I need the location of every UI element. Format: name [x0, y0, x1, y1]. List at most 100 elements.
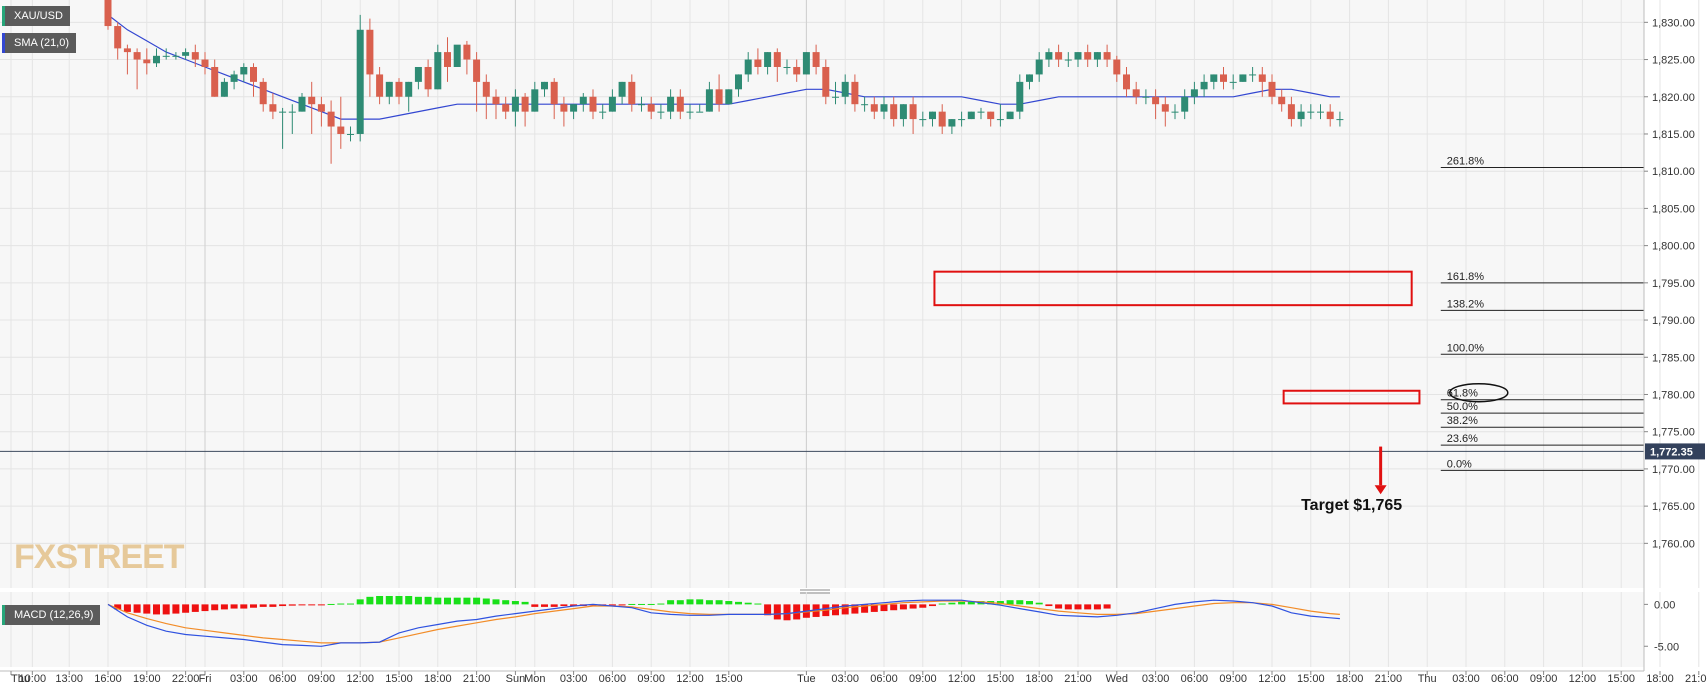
candle-bearish: [938, 111, 946, 127]
time-axis-label: 15:00: [1607, 673, 1635, 685]
candle-bullish: [1210, 74, 1218, 82]
time-axis-label: 18:00: [1336, 673, 1364, 685]
candle-bullish: [696, 111, 704, 113]
macd-histogram-bar-positive: [705, 600, 713, 605]
time-axis-label: 16:00: [94, 673, 122, 685]
macd-histogram-bar-negative: [172, 604, 180, 614]
macd-histogram-bar-positive: [676, 600, 684, 605]
candle-bearish: [890, 104, 898, 120]
macd-histogram-bar-negative: [191, 604, 199, 612]
fibonacci-level-label: 261.8%: [1447, 155, 1485, 167]
candle-bearish: [870, 104, 878, 112]
candle-bearish: [754, 59, 762, 67]
candle-bearish: [1287, 104, 1295, 120]
candle-bearish: [909, 104, 917, 120]
macd-histogram-bar-negative: [279, 604, 287, 607]
candle-bullish: [783, 66, 791, 68]
macd-histogram-bar-negative: [317, 604, 325, 606]
candle-bearish: [473, 59, 481, 82]
macd-histogram-bar-positive: [958, 601, 966, 605]
current-price-badge-bg: [1645, 443, 1705, 460]
macd-histogram-bar-negative: [298, 604, 306, 606]
candle-bullish: [608, 96, 616, 112]
candle-bullish: [1336, 119, 1344, 121]
candle-bullish: [948, 119, 956, 127]
candle-bullish: [1016, 81, 1024, 112]
candle-bearish: [1055, 52, 1063, 60]
macd-histogram-bar-positive: [657, 603, 665, 605]
macd-histogram-bar-negative: [899, 604, 907, 610]
macd-histogram-bar-negative: [618, 604, 626, 606]
fibonacci-level-label: 138.2%: [1447, 298, 1485, 310]
candle-bearish: [1084, 52, 1092, 60]
macd-histogram-bar-negative: [1045, 604, 1053, 607]
candle-bullish: [832, 96, 839, 98]
candle-bullish: [1317, 111, 1324, 113]
candle-bullish: [1239, 74, 1247, 82]
candle-bullish: [929, 111, 936, 120]
candle-bearish: [143, 59, 151, 64]
candle-bullish: [958, 119, 966, 121]
candle-bullish: [172, 55, 180, 57]
sma-tag: SMA (21,0): [2, 33, 77, 53]
macd-histogram-bar-negative: [308, 604, 316, 606]
candle-bearish: [851, 81, 859, 105]
candle-bullish: [1074, 52, 1082, 60]
candle-bearish: [1152, 96, 1160, 105]
price-axis-label: 1,800.00: [1652, 241, 1695, 253]
candle-bullish: [725, 89, 733, 105]
candle-bullish: [531, 89, 539, 112]
candle-bullish: [1035, 59, 1043, 75]
candle-bullish: [1190, 89, 1198, 97]
time-axis-label: Thu: [1418, 673, 1437, 685]
macd-histogram-bar-negative: [880, 604, 888, 612]
candle-bullish: [1171, 111, 1179, 113]
candle-bullish: [880, 104, 888, 112]
macd-histogram-bar-positive: [744, 602, 752, 605]
macd-histogram-bar-negative: [861, 604, 869, 613]
time-axis-label: 10:00: [19, 673, 47, 685]
price-axis-label: 1,785.00: [1652, 352, 1695, 364]
time-axis-label: 06:00: [870, 673, 898, 685]
price-axis-label: 1,825.00: [1652, 55, 1695, 67]
time-axis-label: 22:00: [172, 673, 200, 685]
time-axis-label: 18:00: [1646, 673, 1674, 685]
price-axis-label: 1,810.00: [1652, 166, 1695, 178]
macd-histogram-bar-negative: [123, 604, 131, 612]
time-axis-label: 09:00: [1530, 673, 1558, 685]
candle-bearish: [317, 104, 325, 112]
time-axis-label: Mon: [524, 673, 545, 685]
candle-bullish: [511, 96, 519, 112]
candle-bullish: [1026, 74, 1033, 82]
time-axis-label: 03:00: [230, 673, 258, 685]
candle-bearish: [1103, 52, 1111, 60]
time-axis-label: 12:00: [676, 673, 704, 685]
target-label: Target $1,765: [1301, 497, 1402, 514]
fibonacci-level-label: 61.8%: [1447, 388, 1478, 400]
time-axis-label: 06:00: [1181, 673, 1209, 685]
candle-bearish: [444, 52, 451, 67]
time-axis-label: 13:00: [55, 673, 83, 685]
candle-bearish: [482, 81, 490, 97]
current-price-badge: 1,772.35: [1645, 443, 1705, 460]
candle-bullish: [686, 111, 694, 113]
macd-histogram-bar-negative: [230, 604, 238, 609]
candle-bearish: [521, 96, 529, 112]
time-axis-label: 18:00: [424, 673, 452, 685]
candle-bullish: [220, 81, 228, 97]
macd-histogram-bar-positive: [1035, 602, 1043, 605]
candle-bearish: [133, 52, 141, 60]
candle-bearish: [376, 74, 384, 97]
time-axis-label: 21:00: [1375, 673, 1403, 685]
candle-bearish: [1278, 96, 1286, 105]
macd-histogram-bar-negative: [1093, 604, 1101, 610]
macd-histogram-bar-negative: [1064, 604, 1072, 610]
time-axis-label: 12:00: [1569, 673, 1597, 685]
symbol-tag: XAU/USD: [2, 6, 70, 26]
macd-histogram-bar-negative: [153, 604, 160, 615]
candle-bullish: [841, 81, 849, 97]
macd-histogram-bar-positive: [667, 600, 675, 605]
candle-bearish: [114, 26, 122, 49]
candle-bearish: [1161, 104, 1169, 112]
